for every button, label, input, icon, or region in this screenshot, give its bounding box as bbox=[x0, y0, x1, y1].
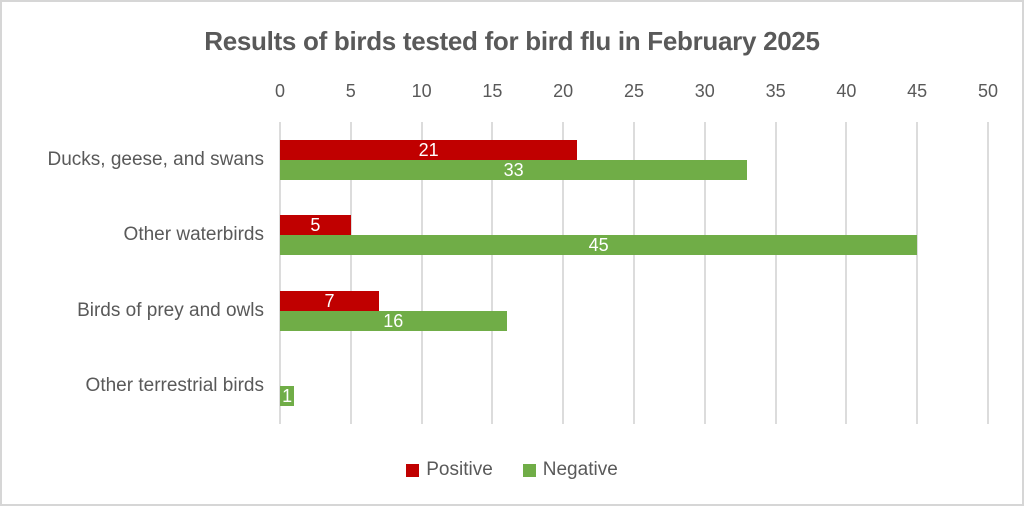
bar-value-label: 33 bbox=[503, 159, 524, 180]
x-tick-label: 20 bbox=[553, 81, 574, 101]
bar-negative: 1 bbox=[280, 386, 295, 407]
legend-swatch-negative bbox=[522, 463, 536, 477]
category-label: Ducks, geese, and swans bbox=[47, 148, 264, 170]
bar-positive: 5 bbox=[280, 215, 351, 236]
gridline bbox=[703, 122, 706, 424]
category-label: Birds of prey and owls bbox=[77, 299, 264, 321]
bar-negative: 33 bbox=[280, 159, 748, 180]
legend-label-positive: Positive bbox=[426, 459, 493, 480]
bar-positive: 21 bbox=[280, 139, 578, 160]
gridline bbox=[916, 122, 919, 424]
legend-item-negative: Negative bbox=[522, 459, 618, 481]
bar-value-label: 5 bbox=[310, 215, 321, 236]
gridline bbox=[633, 122, 635, 424]
x-tick-label: 35 bbox=[765, 81, 786, 101]
x-tick-label: 5 bbox=[345, 81, 356, 101]
x-tick-label: 45 bbox=[907, 81, 928, 101]
bar-negative: 16 bbox=[280, 310, 507, 331]
category-label: Other waterbirds bbox=[123, 224, 264, 246]
gridline bbox=[491, 122, 494, 424]
legend-label-negative: Negative bbox=[542, 459, 618, 480]
x-tick-label: 0 bbox=[274, 81, 285, 101]
gridline bbox=[562, 122, 565, 424]
gridline bbox=[987, 122, 989, 424]
bar-positive: 7 bbox=[280, 290, 380, 311]
legend-item-positive: Positive bbox=[406, 459, 493, 481]
bar-value-label: 1 bbox=[282, 386, 293, 407]
x-tick-label: 10 bbox=[411, 81, 432, 101]
x-tick-label: 15 bbox=[482, 81, 503, 101]
bar-value-label: 45 bbox=[588, 235, 609, 256]
bar-value-label: 7 bbox=[324, 290, 335, 311]
chart-title: Results of birds tested for bird flu in … bbox=[204, 26, 820, 56]
gridline bbox=[845, 122, 848, 424]
bar-value-label: 21 bbox=[418, 139, 439, 160]
x-tick-label: 50 bbox=[977, 81, 999, 101]
category-label: Other terrestrial birds bbox=[85, 375, 264, 397]
x-tick-label: 30 bbox=[694, 81, 715, 101]
gridline bbox=[420, 122, 423, 424]
bar-value-label: 16 bbox=[383, 310, 404, 331]
legend-swatch-positive bbox=[406, 463, 420, 477]
x-tick-label: 25 bbox=[623, 81, 645, 101]
bar-negative: 45 bbox=[280, 235, 918, 256]
gridline bbox=[279, 122, 281, 424]
legend: Positive Negative bbox=[2, 458, 1022, 482]
gridline bbox=[774, 122, 777, 424]
gridline bbox=[349, 122, 352, 424]
x-tick-label: 40 bbox=[836, 81, 857, 101]
